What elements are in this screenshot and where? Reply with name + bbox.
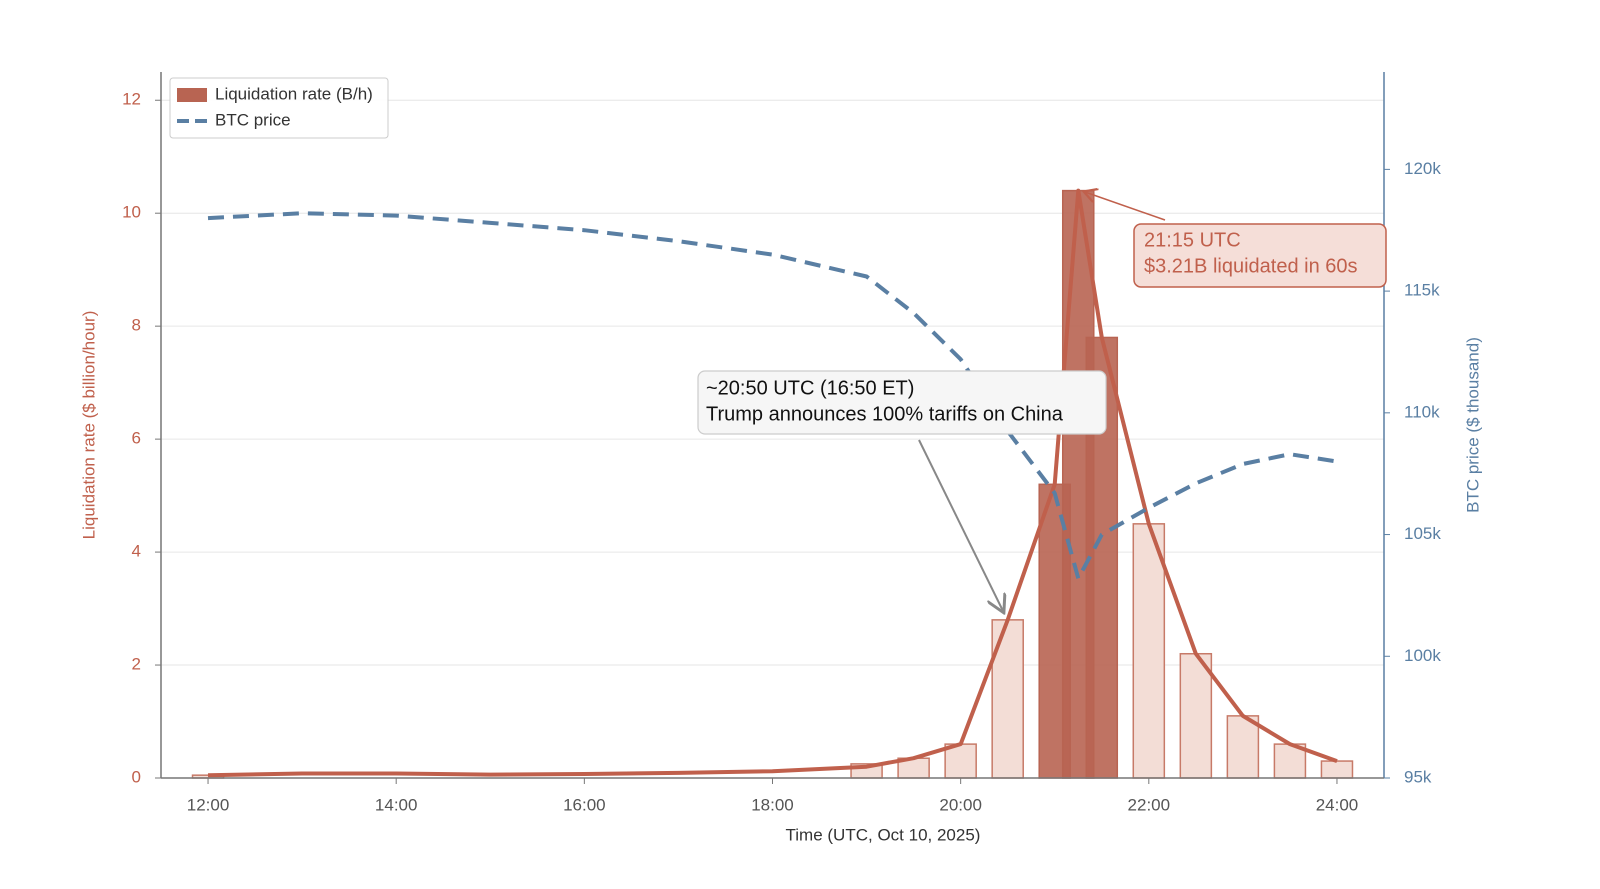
y2-axis-label: BTC price ($ thousand) [1463, 337, 1482, 513]
annotation-arrow [918, 439, 1003, 611]
y2-tick-label: 110k [1404, 402, 1440, 421]
bar [1320, 760, 1354, 779]
annotation-box [1133, 223, 1387, 288]
legend-label: BTC price [215, 110, 291, 129]
annotation-text: $3.21B liquidated in 60s [1144, 255, 1358, 277]
y-tick-label: 12 [122, 90, 141, 109]
bar [944, 743, 977, 779]
x-tick-label: 24:00 [1316, 795, 1359, 814]
y2-tick-label: 105k [1404, 524, 1441, 543]
annotation-text: ~20:50 UTC (16:50 ET) [706, 377, 914, 399]
y-tick-label: 8 [132, 316, 141, 335]
y-tick-label: 4 [132, 542, 141, 561]
legend-label: Liquidation rate (B/h) [215, 84, 373, 103]
x-tick-label: 16:00 [563, 795, 606, 814]
legend-swatch [177, 88, 207, 102]
y2-tick-label: 95k [1404, 767, 1432, 786]
y-tick-label: 0 [132, 767, 141, 786]
x-tick-label: 14:00 [375, 795, 418, 814]
y-tick-label: 6 [132, 429, 141, 448]
x-tick-label: 12:00 [187, 795, 230, 814]
bar [1132, 523, 1166, 779]
y2-tick-label: 115k [1404, 281, 1440, 300]
annotation-arrow [1085, 192, 1166, 221]
bar [1226, 715, 1260, 779]
y2-tick-label: 120k [1404, 159, 1441, 178]
annotation-box [697, 370, 1107, 435]
rate-line [207, 188, 1338, 778]
x-axis-label: Time (UTC, Oct 10, 2025) [786, 825, 981, 844]
annotation-text: 21:15 UTC [1144, 229, 1241, 251]
y2-tick-label: 100k [1404, 646, 1441, 665]
y-tick-label: 10 [122, 203, 141, 222]
y-tick-label: 2 [132, 655, 141, 674]
x-tick-label: 20:00 [939, 795, 982, 814]
y-axis-label: Liquidation rate ($ billion/hour) [79, 311, 98, 540]
x-tick-label: 22:00 [1128, 795, 1171, 814]
annotation-text: Trump announces 100% tariffs on China [706, 403, 1064, 425]
bar [1179, 652, 1213, 779]
price-line [207, 211, 1338, 581]
x-tick-label: 18:00 [751, 795, 794, 814]
legend-box [169, 77, 389, 139]
